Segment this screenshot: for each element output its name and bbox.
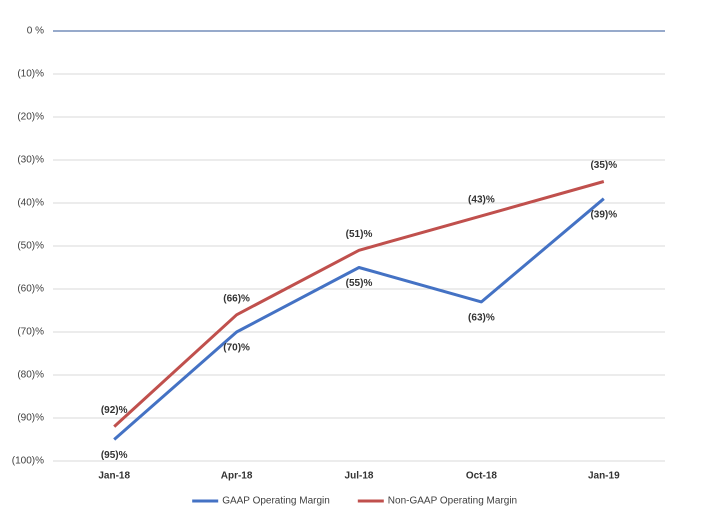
y-tick-label: (50)% xyxy=(17,241,44,252)
data-label: (55)% xyxy=(346,278,373,289)
x-tick-label: Jan-19 xyxy=(588,471,620,482)
line-series xyxy=(113,180,605,428)
x-tick-label: Apr-18 xyxy=(221,471,253,482)
y-tick-label: (90)% xyxy=(17,413,44,424)
y-tick-label: (70)% xyxy=(17,327,44,338)
data-label: (35)% xyxy=(590,160,617,171)
x-tick-label: Jul-18 xyxy=(345,471,374,482)
y-tick-label: (40)% xyxy=(17,198,44,209)
data-label: (43)% xyxy=(468,195,495,206)
y-tick-label: (80)% xyxy=(17,370,44,381)
line-series xyxy=(113,197,605,441)
y-tick-label: (10)% xyxy=(17,69,44,80)
y-tick-label: (30)% xyxy=(17,155,44,166)
data-label: (66)% xyxy=(223,293,250,304)
x-tick-label: Jan-18 xyxy=(98,471,130,482)
y-tick-label: 0 % xyxy=(27,26,44,37)
data-label: (95)% xyxy=(101,450,128,461)
y-tick-label: (20)% xyxy=(17,112,44,123)
x-tick-label: Oct-18 xyxy=(466,471,498,482)
data-label: (63)% xyxy=(468,313,495,324)
data-label: (92)% xyxy=(101,405,128,416)
legend-label: GAAP Operating Margin xyxy=(222,496,330,507)
y-tick-label: (60)% xyxy=(17,284,44,295)
data-label: (39)% xyxy=(590,209,617,220)
data-label: (51)% xyxy=(346,229,373,240)
y-tick-label: (100)% xyxy=(12,456,44,467)
data-label: (70)% xyxy=(223,343,250,354)
legend-label: Non-GAAP Operating Margin xyxy=(388,496,517,507)
